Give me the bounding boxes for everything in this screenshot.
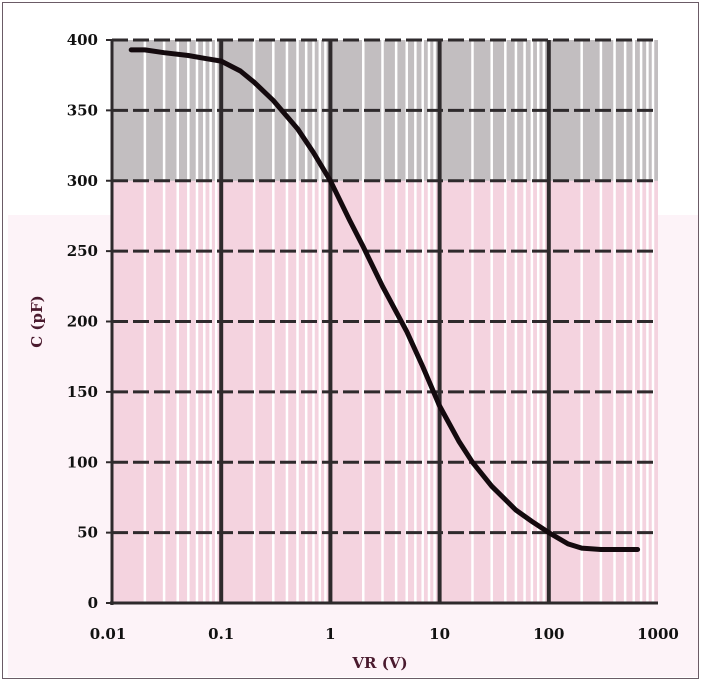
x-tick-label: 100 [533, 625, 564, 643]
capacitance-curve [128, 47, 641, 552]
y-tick-label: 100 [67, 453, 98, 471]
chart-frame [2, 2, 699, 679]
axes [106, 39, 658, 605]
y-tick-label: 350 [67, 101, 98, 119]
decade-gridlines [219, 40, 551, 603]
x-tick-label: 10 [429, 625, 450, 643]
y-tick-label: 400 [67, 31, 98, 49]
y-tick-labels: 0 50 100 150 200 250 300 350 400 [67, 31, 98, 612]
y-tick-label: 0 [88, 594, 98, 612]
x-axis-title: VR (V) [351, 654, 407, 672]
y-tick-label: 50 [77, 524, 98, 542]
y-tick-label: 200 [67, 313, 98, 331]
horizontal-grid [112, 38, 658, 535]
x-tick-label: 1 [325, 625, 335, 643]
x-tick-label: 0.01 [90, 625, 127, 643]
y-tick-label: 150 [67, 383, 98, 401]
x-tick-label: 0.1 [208, 625, 234, 643]
x-tick-label: 1000 [637, 625, 679, 643]
x-tick-labels: 0.01 0.1 1 10 100 1000 [90, 625, 679, 643]
y-tick-label: 250 [67, 242, 98, 260]
y-tick-label: 300 [67, 172, 98, 190]
y-axis-title: C (pF) [28, 295, 46, 348]
